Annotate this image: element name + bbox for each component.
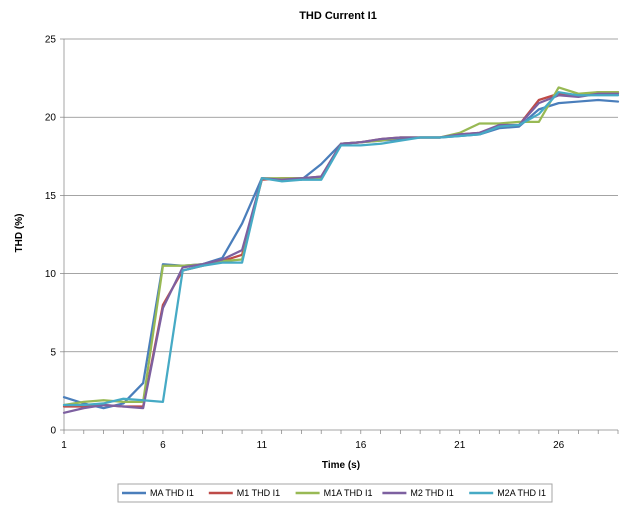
y-tick-label: 25 — [45, 35, 57, 46]
x-tick-label: 16 — [355, 440, 367, 451]
y-tick-label: 5 — [50, 347, 56, 358]
x-tick-label: 1 — [61, 440, 67, 451]
legend-entry-label: M1 THD I1 — [237, 488, 280, 498]
y-axis-label: THD (%) — [14, 214, 25, 253]
y-tick-label: 20 — [45, 113, 57, 124]
y-tick-label: 10 — [45, 269, 57, 280]
x-tick-label: 26 — [553, 440, 565, 451]
y-tick-label: 0 — [50, 426, 56, 437]
legend-entry-label: M2A THD I1 — [497, 488, 546, 498]
legend-entry-label: MA THD I1 — [150, 488, 194, 498]
grid-lines — [64, 38, 618, 353]
x-tick-label: 11 — [257, 440, 268, 451]
y-tick-label: 15 — [45, 191, 57, 202]
axes — [60, 38, 619, 434]
legend: MA THD I1 M1 THD I1 M1A THD I1 M2 THD I1 M2A… — [117, 483, 553, 503]
series-lines — [62, 86, 620, 414]
x-tick-label: 6 — [160, 440, 166, 451]
legend-entry-label: M2 THD I1 — [410, 488, 453, 498]
x-axis-label: Time (s) — [322, 460, 360, 471]
x-tick-label: 21 — [454, 440, 466, 451]
chart-title: THD Current I1 — [299, 10, 377, 22]
legend-box — [117, 483, 553, 503]
series-line-5 — [62, 91, 620, 407]
legend-entry-label: M1A THD I1 — [324, 488, 373, 498]
series-line-4 — [62, 92, 620, 414]
